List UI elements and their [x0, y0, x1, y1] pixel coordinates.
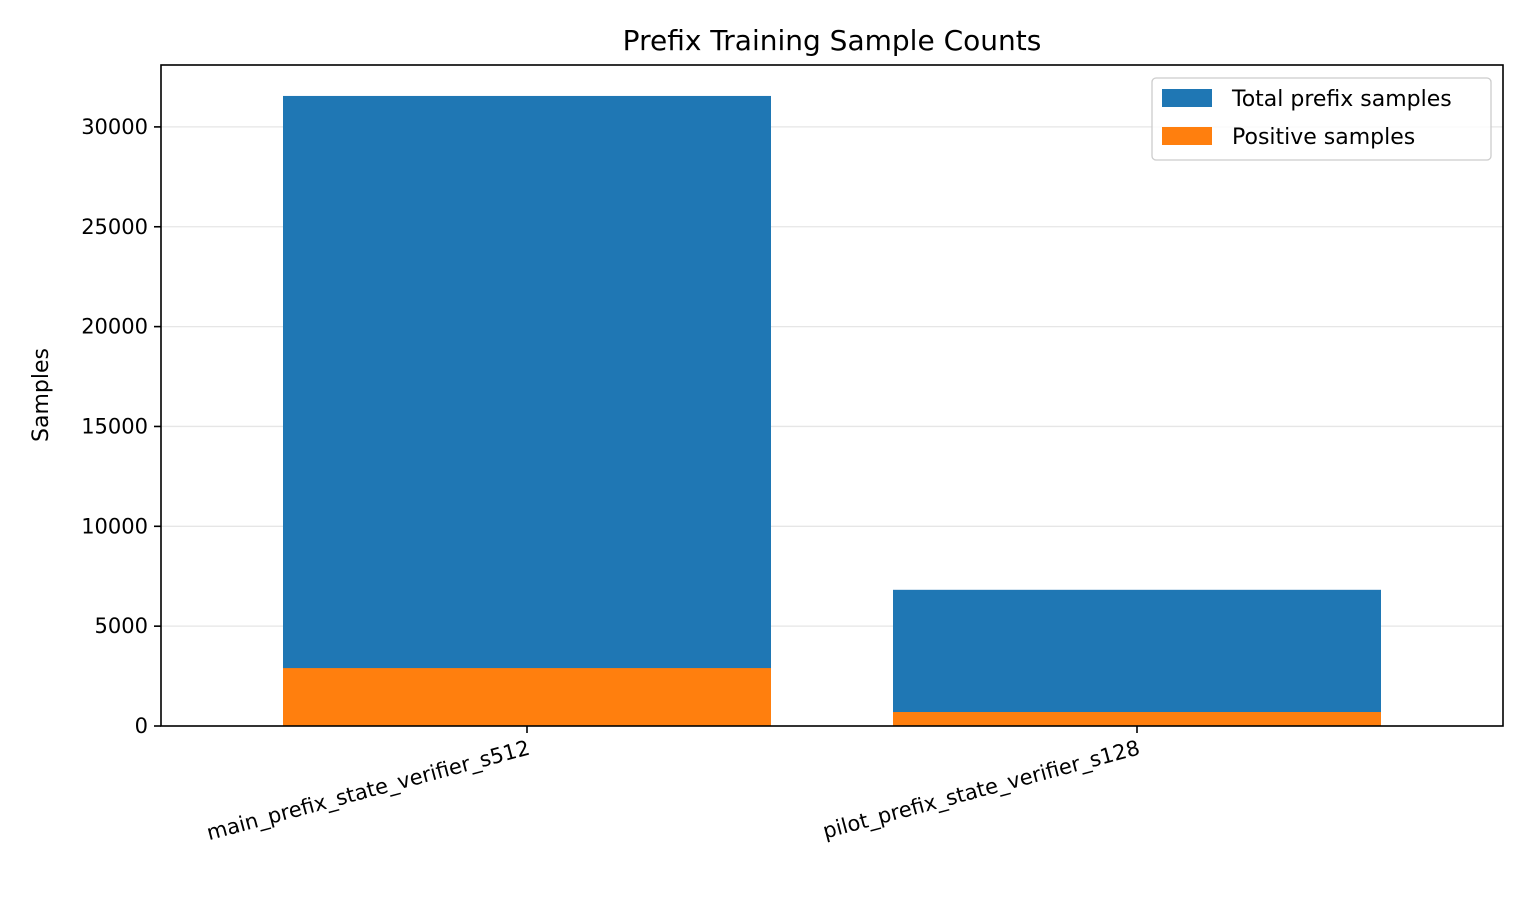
- y-tick-label: 15000: [81, 414, 148, 438]
- y-tick-label: 0: [135, 714, 148, 738]
- y-tick-label: 5000: [95, 614, 148, 638]
- y-axis-ticks: 0 5000 10000 15000 20000 25000 30000: [81, 115, 161, 738]
- legend: Total prefix samples Positive samples: [1151, 77, 1492, 161]
- y-tick-label: 25000: [81, 215, 148, 239]
- legend-swatch-total: [1162, 89, 1212, 107]
- y-axis-label: Samples: [29, 348, 54, 442]
- chart-title: Prefix Training Sample Counts: [623, 24, 1042, 57]
- bars: [283, 95, 1381, 726]
- legend-box: [1151, 77, 1492, 161]
- x-tick-label: main_prefix_state_verifier_s512: [204, 736, 532, 846]
- plot-area-frame: [160, 64, 1504, 727]
- bar-total-prefix-samples: [893, 589, 1381, 726]
- y-tick-label: 30000: [81, 115, 148, 139]
- bar-positive-samples: [893, 712, 1381, 726]
- bar-positive-samples: [283, 668, 771, 726]
- legend-label-total: Total prefix samples: [1231, 87, 1452, 112]
- x-axis-ticks: main_prefix_state_verifier_s512 pilot_pre…: [204, 726, 1143, 846]
- bar-total-prefix-samples: [283, 95, 771, 726]
- x-tick-label: pilot_prefix_state_verifier_s128: [820, 736, 1142, 845]
- y-tick-label: 10000: [81, 514, 148, 538]
- legend-swatch-positive: [1162, 127, 1212, 145]
- legend-label-positive: Positive samples: [1232, 125, 1415, 150]
- y-tick-label: 20000: [81, 315, 148, 339]
